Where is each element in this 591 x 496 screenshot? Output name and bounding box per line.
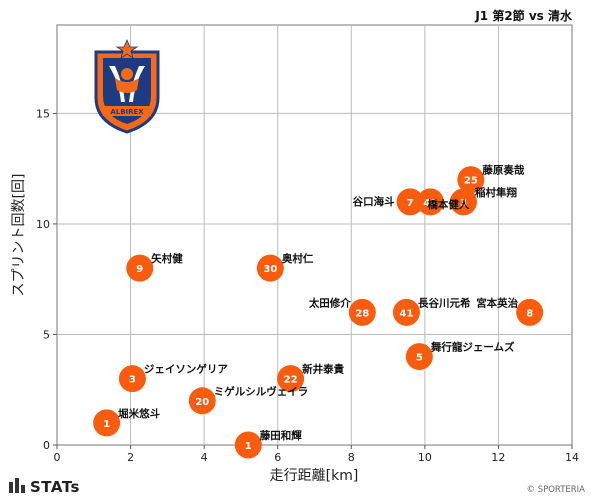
- player-point: 20 ミゲルシルヴェイラ: [188, 385, 309, 415]
- x-tick-label: 10: [418, 451, 432, 464]
- player-name: 宮本英治: [476, 296, 518, 309]
- player-point: 22 新井泰貴: [277, 363, 345, 393]
- player-number: 3: [129, 375, 136, 386]
- player-point: 7 谷口海斗: [353, 188, 424, 216]
- x-axis-title: 走行距離[km]: [270, 467, 359, 484]
- player-number: 41: [400, 308, 414, 319]
- player-number: 1: [245, 441, 252, 452]
- x-tick-label: 6: [274, 451, 281, 464]
- player-name: 橋本健人: [427, 198, 469, 211]
- player-marker: [457, 166, 485, 194]
- player-number: 7: [407, 198, 414, 209]
- player-number: 42: [423, 198, 437, 209]
- player-point: 28 太田修介: [308, 296, 376, 326]
- x-tick-label: 4: [201, 451, 208, 464]
- x-tick-label: 8: [348, 451, 355, 464]
- player-marker: [118, 365, 146, 393]
- player-name: 藤田和輝: [260, 429, 302, 442]
- copyright: © SPORTERIA: [527, 485, 586, 495]
- y-axis-title: スプリント回数[回]: [11, 174, 27, 297]
- player-name: 藤原奏哉: [482, 164, 524, 177]
- player-marker: [93, 409, 121, 437]
- stats-logo-icon: [9, 478, 25, 493]
- player-number: 22: [284, 375, 298, 386]
- player-number: 25: [464, 176, 478, 187]
- player-marker: [516, 298, 544, 326]
- player-point: 1 藤田和輝: [234, 429, 302, 459]
- player-name: ミゲルシルヴェイラ: [214, 385, 309, 398]
- player-marker: [392, 298, 420, 326]
- player-marker: [405, 343, 433, 371]
- player-marker: [416, 188, 444, 216]
- club-crest-text: ALBIREX: [110, 108, 144, 116]
- player-name: 長谷川元希: [418, 296, 471, 309]
- x-tick-label: 12: [491, 451, 505, 464]
- player-marker: [348, 298, 376, 326]
- player-name: ジェイソンゲリア: [144, 363, 228, 376]
- player-number: 1: [103, 419, 110, 430]
- player-point: 41 長谷川元希: [392, 296, 471, 326]
- player-marker: [396, 188, 424, 216]
- player-point: 8 宮本英治: [476, 296, 544, 326]
- player-marker: [188, 387, 216, 415]
- player-name: 稲村隼翔: [475, 186, 517, 199]
- player-point: 30 奥村仁: [256, 252, 314, 282]
- player-number: 30: [263, 264, 277, 275]
- player-point: 5 舞行龍ジェームズ: [405, 341, 515, 371]
- x-axis-ticks: 0 2 4 6 8 10 12 14: [54, 445, 579, 464]
- player-marker: [256, 254, 284, 282]
- player-number: 20: [195, 397, 209, 408]
- player-marker: [126, 254, 154, 282]
- player-number: 5: [416, 353, 423, 364]
- y-tick-label: 5: [43, 328, 50, 341]
- x-tick-label: 0: [54, 451, 61, 464]
- player-marker: [234, 431, 262, 459]
- player-number: 8: [526, 308, 533, 319]
- player-number: 28: [355, 308, 369, 319]
- player-name: 矢村健: [151, 252, 183, 265]
- player-name: 堀米悠斗: [118, 407, 160, 420]
- player-name: 奥村仁: [282, 252, 314, 265]
- player-name: 太田修介: [308, 296, 351, 309]
- player-marker: [449, 188, 477, 216]
- x-tick-label: 14: [565, 451, 579, 464]
- player-point: 3 ジェイソンゲリア: [118, 363, 228, 393]
- y-tick-label: 10: [36, 218, 50, 231]
- player-point: 1 堀米悠斗: [93, 407, 161, 437]
- player-number: 3: [460, 198, 467, 209]
- y-tick-label: 15: [36, 107, 50, 120]
- player-name: 谷口海斗: [353, 195, 395, 208]
- brand-name: STATs: [30, 478, 80, 496]
- x-tick-label: 2: [127, 451, 134, 464]
- y-axis-ticks: 0 5 10 15: [36, 107, 57, 452]
- player-name: 新井泰貴: [302, 363, 344, 376]
- player-name: 舞行龍ジェームズ: [430, 341, 515, 354]
- data-points: 25藤原奏哉3稲村隼翔42橋本健人7谷口海斗9矢村健30奥村仁28太田修介41長…: [93, 164, 544, 459]
- player-point: 3 稲村隼翔: [449, 186, 517, 216]
- player-point: 25 藤原奏哉: [457, 164, 525, 194]
- player-point: 9 矢村健: [126, 252, 183, 282]
- player-marker: [277, 365, 305, 393]
- match-title: J1 第2節 vs 清水: [474, 8, 573, 23]
- player-number: 9: [136, 264, 143, 275]
- club-crest-icon: ALBIREX: [94, 38, 160, 134]
- y-tick-label: 0: [43, 439, 50, 452]
